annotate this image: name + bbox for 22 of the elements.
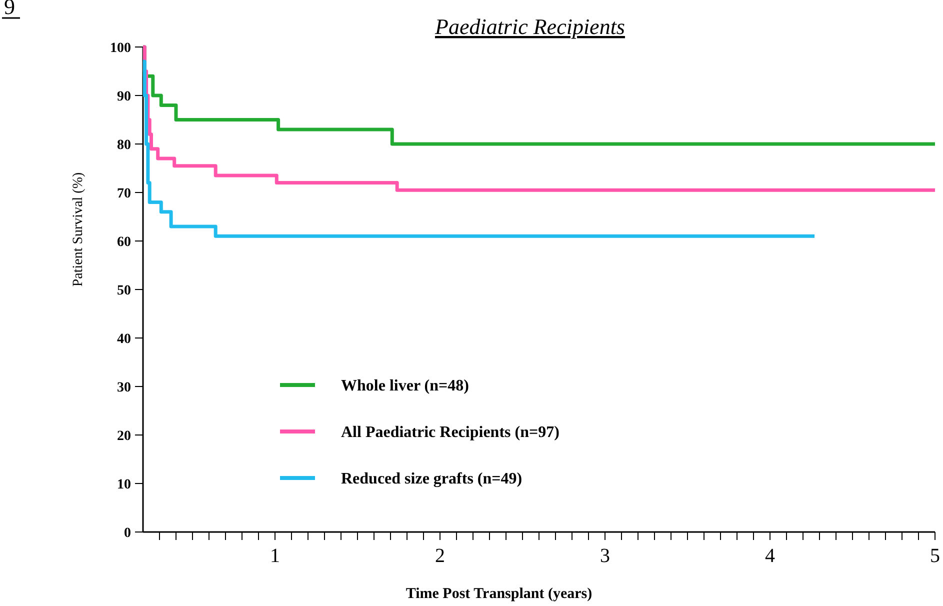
chart-title: Paediatric Recipients bbox=[434, 14, 625, 39]
x-tick-label: 3 bbox=[600, 545, 610, 567]
y-tick-label: 100 bbox=[110, 40, 131, 56]
y-tick-label: 40 bbox=[117, 332, 131, 347]
legend-label: Reduced size grafts (n=49) bbox=[341, 470, 522, 488]
x-tick-label: 4 bbox=[765, 545, 775, 567]
y-tick-label: 50 bbox=[117, 283, 131, 298]
y-tick-label: 10 bbox=[117, 477, 131, 492]
y-tick-label: 20 bbox=[117, 428, 131, 444]
y-tick-label: 60 bbox=[117, 234, 131, 250]
y-tick-label: 80 bbox=[117, 138, 131, 153]
y-tick-label: 0 bbox=[124, 526, 131, 541]
x-tick-label: 5 bbox=[930, 545, 940, 567]
legend-label: Whole liver (n=48) bbox=[341, 378, 469, 395]
legend-label: All Paediatric Recipients (n=97) bbox=[341, 424, 560, 442]
x-tick-label: 2 bbox=[435, 545, 445, 567]
y-tick-label: 90 bbox=[117, 89, 131, 104]
x-axis-title: Time Post Transplant (years) bbox=[406, 586, 592, 602]
y-tick-label: 70 bbox=[117, 186, 131, 202]
y-axis-title: Patient Survival (%) bbox=[71, 172, 86, 287]
y-tick-label: 30 bbox=[117, 380, 131, 396]
x-tick-label: 1 bbox=[270, 545, 280, 567]
